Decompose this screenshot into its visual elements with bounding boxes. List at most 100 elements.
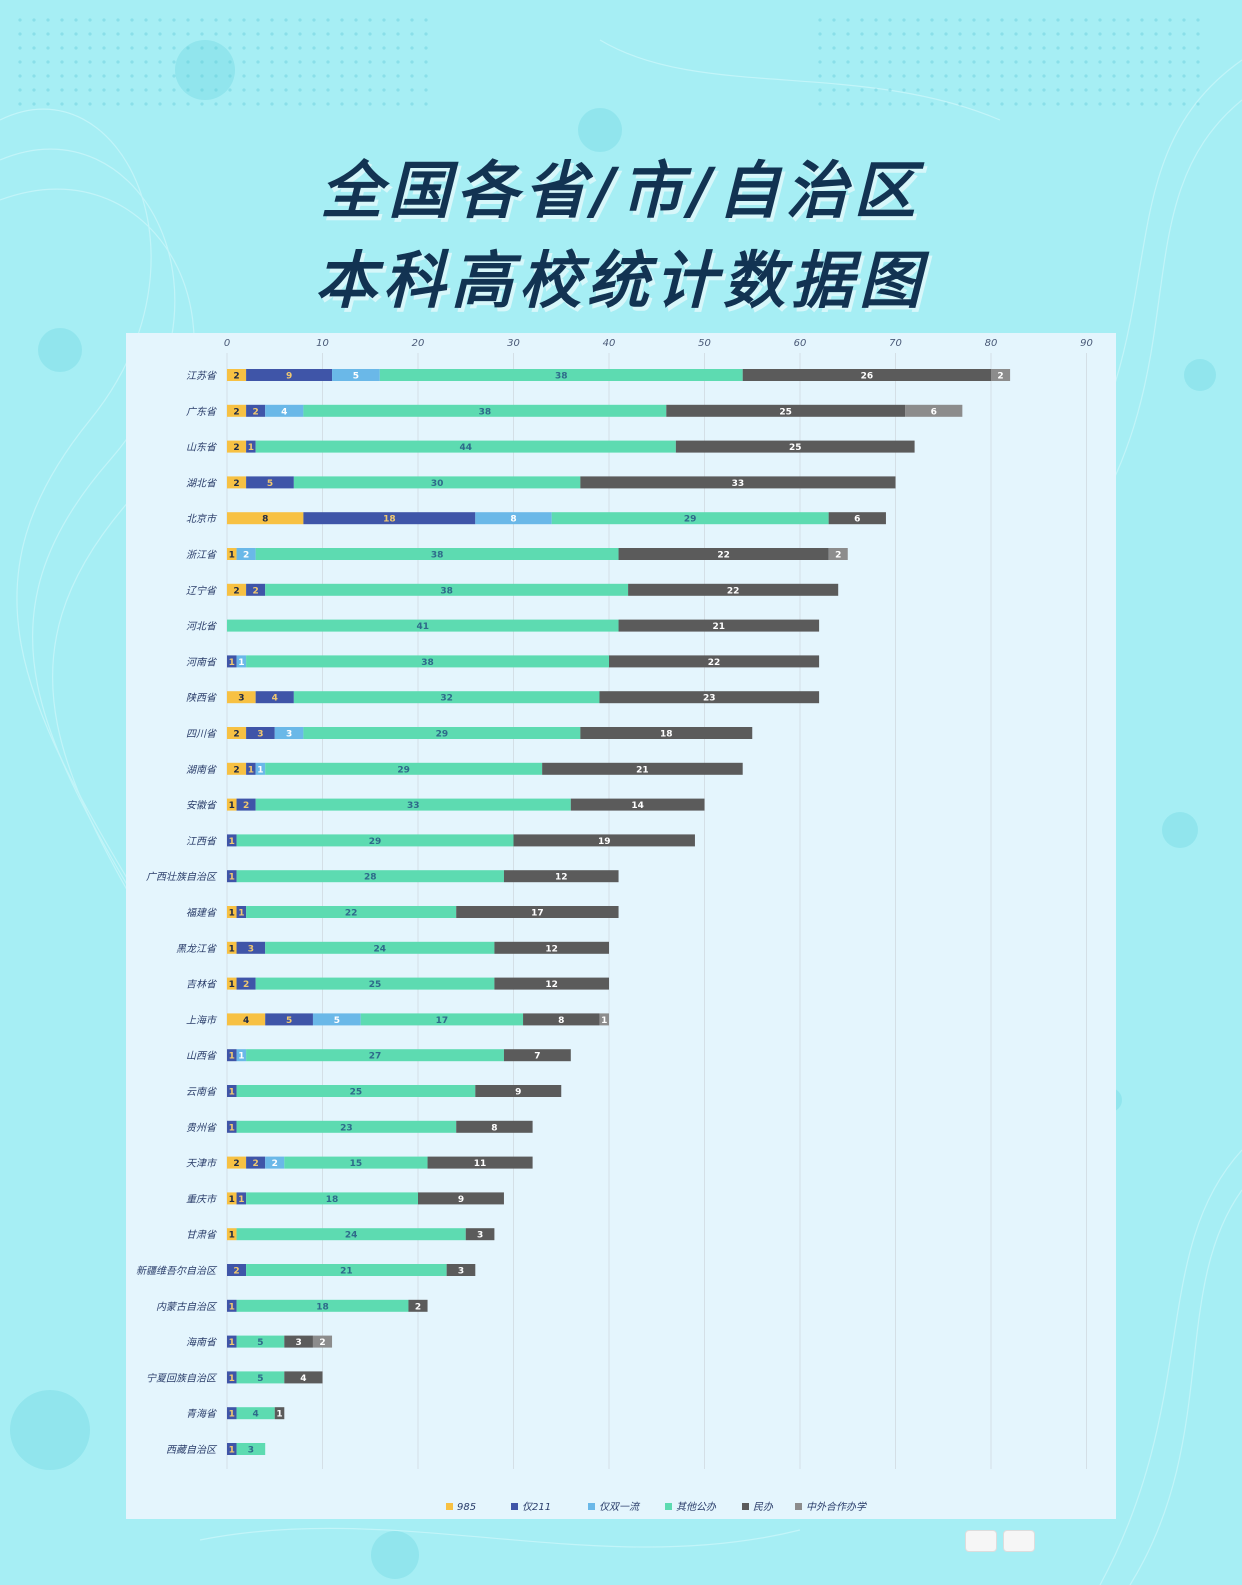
decor-dot bbox=[130, 60, 134, 64]
decor-dot bbox=[1154, 88, 1158, 92]
decor-dot bbox=[242, 102, 246, 106]
decor-dot bbox=[158, 74, 162, 78]
legend-label: 其他公办 bbox=[676, 1501, 717, 1513]
decor-dot bbox=[284, 88, 288, 92]
decor-dot bbox=[888, 102, 892, 106]
decor-dot bbox=[832, 102, 836, 106]
legend-swatch bbox=[588, 1503, 595, 1510]
decor-dot bbox=[888, 74, 892, 78]
decor-dot bbox=[270, 18, 274, 22]
decor-dot bbox=[340, 60, 344, 64]
category-label: 广东省 bbox=[186, 406, 217, 418]
chart-title-line-1: 全国各省/市/自治区 bbox=[320, 154, 922, 227]
bar-segment bbox=[666, 404, 906, 417]
bar-segment bbox=[246, 404, 266, 417]
legend-label: 民办 bbox=[753, 1501, 774, 1513]
decor-dot bbox=[1168, 74, 1172, 78]
decor-dot bbox=[284, 46, 288, 50]
data-label: 1 bbox=[229, 980, 235, 990]
bar-segment bbox=[227, 1264, 247, 1276]
decor-dot bbox=[1028, 102, 1032, 106]
decor-dot bbox=[88, 18, 92, 22]
decor-dot bbox=[18, 18, 22, 22]
category-label: 四川省 bbox=[186, 728, 217, 740]
decor-dot bbox=[228, 102, 232, 106]
decor-dot bbox=[186, 74, 190, 78]
decor-dot bbox=[1196, 32, 1200, 36]
data-label: 8 bbox=[491, 1123, 497, 1133]
decor-dot bbox=[228, 88, 232, 92]
data-label: 26 bbox=[861, 372, 874, 382]
bar-segment bbox=[227, 512, 304, 525]
bar-segment bbox=[246, 476, 294, 489]
decor-dot bbox=[298, 60, 302, 64]
decor-dot bbox=[284, 60, 288, 64]
decor-dot bbox=[60, 88, 64, 92]
decor-dot bbox=[1056, 74, 1060, 78]
data-label: 1 bbox=[229, 1446, 235, 1456]
decor-dot bbox=[18, 88, 22, 92]
bar-segment bbox=[227, 440, 247, 453]
decor-dot bbox=[832, 46, 836, 50]
decor-dot bbox=[102, 46, 106, 50]
data-label: 6 bbox=[931, 407, 937, 417]
decor-dot bbox=[1028, 74, 1032, 78]
decor-dot bbox=[130, 32, 134, 36]
data-label: 14 bbox=[631, 801, 644, 811]
decor-dot bbox=[270, 32, 274, 36]
decor-dot bbox=[32, 88, 36, 92]
decor-dot bbox=[116, 46, 120, 50]
decor-dot bbox=[888, 32, 892, 36]
data-label: 29 bbox=[684, 515, 697, 525]
decor-dot bbox=[1056, 102, 1060, 106]
decor-dot bbox=[1196, 46, 1200, 50]
decor-dot bbox=[1112, 46, 1116, 50]
decor-dot bbox=[32, 74, 36, 78]
data-label: 25 bbox=[350, 1088, 363, 1098]
data-label: 1 bbox=[229, 1410, 235, 1420]
decor-dot bbox=[354, 32, 358, 36]
data-label: 1 bbox=[229, 1088, 235, 1098]
decor-dot bbox=[860, 88, 864, 92]
data-label: 2 bbox=[233, 730, 239, 740]
bar-segment bbox=[284, 1335, 313, 1348]
decor-dot bbox=[1084, 32, 1088, 36]
decor-dot bbox=[186, 88, 190, 92]
decor-dot bbox=[1000, 88, 1004, 92]
bar-segment bbox=[618, 548, 829, 560]
bar-segment bbox=[255, 691, 294, 704]
decor-dot bbox=[256, 88, 260, 92]
data-label: 22 bbox=[717, 551, 730, 561]
decor-dot bbox=[32, 32, 36, 36]
bar-segment bbox=[255, 762, 266, 775]
decor-dot bbox=[340, 88, 344, 92]
data-label: 8 bbox=[510, 515, 516, 525]
decor-dot bbox=[1014, 88, 1018, 92]
decor-dot bbox=[144, 32, 148, 36]
bar-segment bbox=[523, 1013, 600, 1026]
decor-dot bbox=[958, 74, 962, 78]
bar-segment bbox=[227, 1156, 247, 1169]
bar-segment bbox=[227, 1443, 237, 1455]
decor-dot bbox=[902, 60, 906, 64]
decor-dot bbox=[1098, 60, 1102, 64]
data-label: 2 bbox=[233, 1267, 239, 1277]
data-label: 2 bbox=[253, 407, 259, 417]
data-label: 18 bbox=[316, 1302, 329, 1312]
decor-dot bbox=[396, 88, 400, 92]
bar-segment bbox=[227, 1085, 237, 1097]
decor-dot bbox=[1126, 18, 1130, 22]
decor-dot bbox=[1056, 32, 1060, 36]
decor-dot bbox=[986, 102, 990, 106]
decor-dot bbox=[902, 18, 906, 22]
data-label: 4 bbox=[300, 1374, 306, 1384]
category-label: 上海市 bbox=[186, 1014, 218, 1026]
decor-dot bbox=[424, 102, 428, 106]
decor-dot bbox=[396, 46, 400, 50]
bar-segment bbox=[236, 1299, 409, 1312]
bar-segment bbox=[236, 1085, 476, 1097]
data-label: 1 bbox=[229, 1338, 235, 1348]
decor-dot bbox=[368, 32, 372, 36]
decor-dot bbox=[270, 102, 274, 106]
data-label: 24 bbox=[374, 944, 387, 954]
